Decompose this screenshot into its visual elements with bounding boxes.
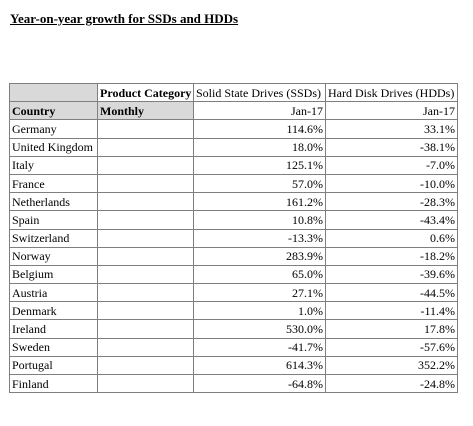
- table-row: Ireland 530.0% 17.8%: [9, 319, 458, 339]
- table-row: Netherlands 161.2% -28.3%: [9, 192, 458, 212]
- hdd-period: Jan-17: [325, 101, 458, 121]
- ssd-growth-cell: 614.3%: [193, 355, 326, 376]
- hdd-growth-cell: -39.6%: [325, 264, 458, 285]
- table-row: Sweden -41.7% -57.6%: [9, 337, 458, 357]
- country-cell: Ireland: [9, 319, 98, 339]
- empty-cell: [97, 337, 194, 357]
- country-cell: Netherlands: [9, 192, 98, 212]
- country-cell: Spain: [9, 210, 98, 230]
- ssd-growth-cell: 114.6%: [193, 119, 326, 139]
- table-row: Portugal 614.3% 352.2%: [9, 355, 458, 376]
- product-category-label: Product Category: [97, 82, 194, 103]
- hdd-growth-cell: -18.2%: [325, 246, 458, 266]
- empty-cell: [97, 192, 194, 212]
- hdd-growth-cell: -38.1%: [325, 137, 458, 157]
- hdd-growth-cell: 0.6%: [325, 228, 458, 248]
- hdd-growth-cell: -11.4%: [325, 301, 458, 321]
- country-cell: France: [9, 173, 98, 194]
- hdd-growth-cell: 352.2%: [325, 355, 458, 376]
- empty-cell: [97, 319, 194, 339]
- ssd-growth-cell: 18.0%: [193, 137, 326, 157]
- hdd-growth-cell: -10.0%: [325, 173, 458, 194]
- country-cell: Portugal: [9, 355, 98, 376]
- country-cell: Norway: [9, 246, 98, 266]
- ssd-growth-cell: 1.0%: [193, 301, 326, 321]
- hdd-growth-cell: -28.3%: [325, 192, 458, 212]
- country-cell: United Kingdom: [9, 137, 98, 157]
- hdd-growth-cell: -44.5%: [325, 283, 458, 303]
- ssd-growth-cell: -13.3%: [193, 228, 326, 248]
- empty-cell: [97, 155, 194, 175]
- country-cell: Austria: [9, 283, 98, 303]
- page-title: Year-on-year growth for SSDs and HDDs: [10, 11, 239, 26]
- country-cell: Germany: [9, 119, 98, 139]
- table-subheader-row: Country Monthly Jan-17 Jan-17: [9, 101, 458, 121]
- table-row: Finland -64.8% -24.8%: [9, 373, 458, 394]
- ssd-growth-cell: 161.2%: [193, 192, 326, 212]
- table-header-row: Product Category Solid State Drives (SSD…: [9, 82, 458, 103]
- ssd-growth-cell: 283.9%: [193, 246, 326, 266]
- country-cell: Italy: [9, 155, 98, 175]
- frequency-label: Monthly: [97, 101, 194, 121]
- table-row: Spain 10.8% -43.4%: [9, 210, 458, 230]
- empty-cell: [97, 264, 194, 285]
- table-row: Germany 114.6% 33.1%: [9, 119, 458, 139]
- country-cell: Sweden: [9, 337, 98, 357]
- empty-cell: [97, 373, 194, 394]
- ssd-growth-cell: 125.1%: [193, 155, 326, 175]
- ssd-growth-cell: 10.8%: [193, 210, 326, 230]
- hdd-growth-cell: 17.8%: [325, 319, 458, 339]
- country-cell: Denmark: [9, 301, 98, 321]
- hdd-growth-cell: -57.6%: [325, 337, 458, 357]
- empty-cell: [97, 301, 194, 321]
- table-row: United Kingdom 18.0% -38.1%: [9, 137, 458, 157]
- table-row: Denmark 1.0% -11.4%: [9, 301, 458, 321]
- ssd-growth-cell: 27.1%: [193, 283, 326, 303]
- hdd-column-header: Hard Disk Drives (HDDs): [325, 82, 458, 103]
- empty-cell: [97, 228, 194, 248]
- empty-cell: [97, 210, 194, 230]
- growth-table: Product Category Solid State Drives (SSD…: [9, 82, 458, 394]
- table-row: France 57.0% -10.0%: [9, 173, 458, 194]
- ssd-growth-cell: 57.0%: [193, 173, 326, 194]
- ssd-column-header: Solid State Drives (SSDs): [193, 82, 326, 103]
- empty-cell: [97, 173, 194, 194]
- table-row: Austria 27.1% -44.5%: [9, 283, 458, 303]
- table-row: Norway 283.9% -18.2%: [9, 246, 458, 266]
- country-cell: Switzerland: [9, 228, 98, 248]
- country-column-header: Country: [9, 101, 98, 121]
- hdd-growth-cell: -7.0%: [325, 155, 458, 175]
- empty-cell: [97, 246, 194, 266]
- corner-cell: [9, 82, 98, 103]
- empty-cell: [97, 355, 194, 376]
- country-cell: Belgium: [9, 264, 98, 285]
- ssd-growth-cell: -41.7%: [193, 337, 326, 357]
- hdd-growth-cell: 33.1%: [325, 119, 458, 139]
- ssd-growth-cell: 530.0%: [193, 319, 326, 339]
- country-cell: Finland: [9, 373, 98, 394]
- hdd-growth-cell: -24.8%: [325, 373, 458, 394]
- ssd-period: Jan-17: [193, 101, 326, 121]
- empty-cell: [97, 137, 194, 157]
- empty-cell: [97, 283, 194, 303]
- table-row: Belgium 65.0% -39.6%: [9, 264, 458, 285]
- table-row: Switzerland -13.3% 0.6%: [9, 228, 458, 248]
- empty-cell: [97, 119, 194, 139]
- table-row: Italy 125.1% -7.0%: [9, 155, 458, 175]
- ssd-growth-cell: 65.0%: [193, 264, 326, 285]
- ssd-growth-cell: -64.8%: [193, 373, 326, 394]
- hdd-growth-cell: -43.4%: [325, 210, 458, 230]
